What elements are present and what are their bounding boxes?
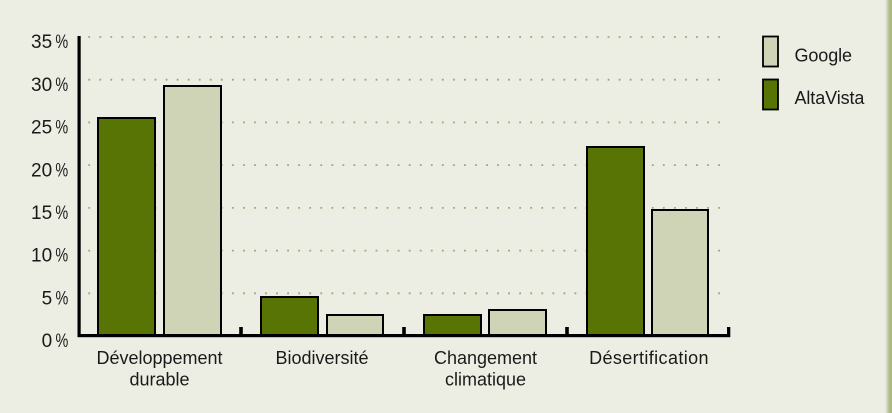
svg-text:climatique: climatique	[445, 370, 526, 390]
svg-text:AltaVista: AltaVista	[795, 88, 866, 108]
svg-text:durable: durable	[129, 370, 189, 390]
svg-text:20 %: 20 %	[31, 160, 68, 181]
svg-text:10 %: 10 %	[31, 246, 68, 267]
svg-text:Développement: Développement	[96, 348, 222, 368]
svg-text:Changement: Changement	[434, 348, 537, 368]
svg-text:0 %: 0 %	[42, 331, 69, 352]
svg-text:Biodiversité: Biodiversité	[275, 348, 368, 368]
svg-text:Désertification: Désertification	[589, 348, 709, 368]
svg-text:15 %: 15 %	[31, 203, 68, 224]
svg-text:5 %: 5 %	[42, 288, 69, 309]
svg-text:25 %: 25 %	[31, 118, 68, 139]
svg-text:30 %: 30 %	[31, 75, 68, 96]
svg-text:35 %: 35 %	[31, 32, 68, 53]
svg-text:Google: Google	[795, 46, 853, 66]
